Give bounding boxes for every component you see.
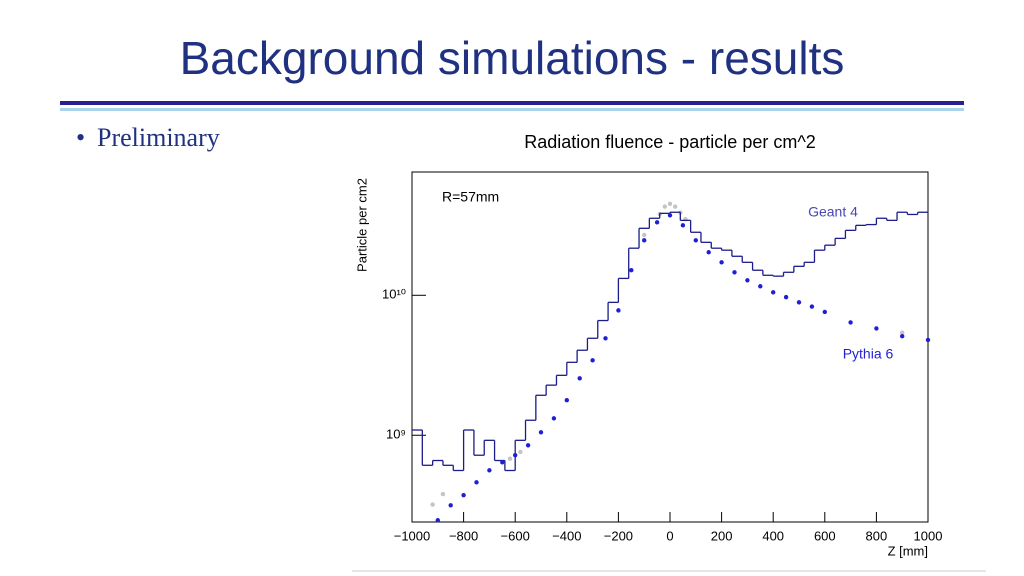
point: [518, 449, 523, 455]
bullet-dot: •: [76, 123, 85, 152]
point: [629, 268, 634, 273]
x-tick-label: 600: [814, 528, 836, 543]
point: [500, 460, 505, 465]
point: [822, 309, 827, 315]
point: [672, 204, 678, 209]
point: [693, 238, 698, 243]
point: [448, 503, 453, 508]
x-tick-label: −600: [501, 528, 530, 543]
point: [440, 491, 446, 497]
point: [706, 250, 711, 255]
point: [745, 278, 750, 283]
y-tick-label: 10⁹: [386, 427, 406, 442]
y-axis-label: Particle per cm2: [354, 178, 369, 272]
point: [577, 376, 582, 381]
series-label: Geant 4: [808, 204, 858, 220]
point: [616, 308, 621, 313]
series-label: Pythia 6: [843, 346, 894, 362]
y-tick-label: 10¹⁰: [382, 287, 406, 302]
point: [732, 270, 737, 275]
point: [809, 304, 815, 309]
point: [662, 204, 668, 209]
point: [603, 336, 608, 341]
point: [667, 213, 673, 218]
point: [474, 480, 479, 485]
title-rule-light: [60, 108, 964, 111]
point: [551, 416, 557, 421]
point: [564, 398, 569, 403]
point: [430, 502, 435, 507]
x-tick-label: 1000: [914, 528, 943, 543]
bullet: Preliminary: [97, 123, 220, 152]
point: [771, 290, 776, 295]
point: [680, 223, 686, 228]
x-tick-label: 800: [866, 528, 888, 543]
title-rule: [60, 101, 964, 105]
slide-title: Background simulations - results: [180, 32, 845, 84]
x-tick-label: 0: [666, 528, 673, 543]
x-tick-label: −400: [552, 528, 581, 543]
point: [461, 492, 466, 498]
annotation: R=57mm: [442, 189, 499, 205]
point: [758, 284, 763, 289]
point: [719, 260, 724, 265]
x-tick-label: −200: [604, 528, 633, 543]
point: [874, 326, 879, 331]
point: [642, 232, 647, 238]
point: [538, 430, 544, 435]
x-tick-label: 200: [711, 528, 733, 543]
point: [667, 201, 673, 207]
x-axis-label: Z [mm]: [888, 543, 928, 558]
point: [435, 518, 440, 523]
point: [925, 337, 931, 343]
x-tick-label: −800: [449, 528, 478, 543]
point: [513, 453, 518, 458]
chart-title: Radiation fluence - particle per cm^2: [524, 132, 816, 152]
point: [525, 443, 531, 448]
x-tick-label: −1000: [394, 528, 431, 543]
point: [642, 238, 647, 243]
point: [796, 300, 802, 305]
point: [783, 294, 789, 300]
point: [487, 468, 492, 473]
point: [900, 334, 905, 339]
point: [590, 358, 595, 363]
point: [848, 320, 853, 325]
point: [507, 456, 513, 461]
x-tick-label: 400: [762, 528, 784, 543]
point: [900, 330, 905, 335]
point: [654, 220, 660, 225]
